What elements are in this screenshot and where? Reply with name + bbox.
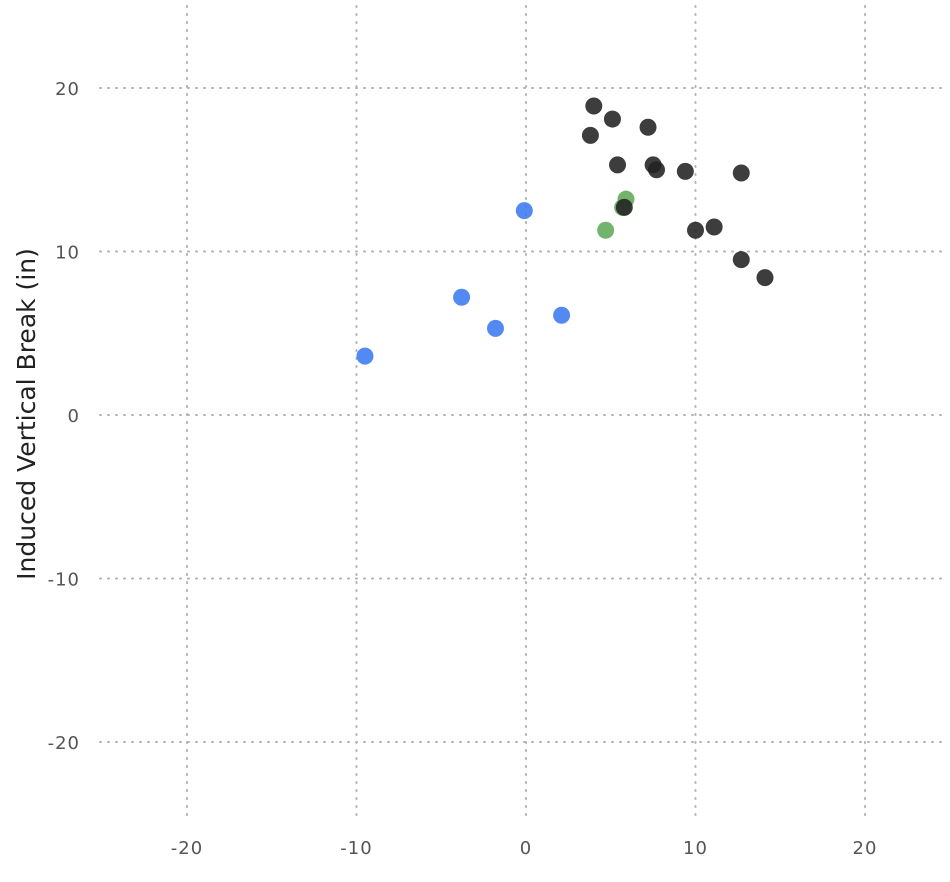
y-tick-label: 0 [68, 406, 80, 427]
grid-lines [99, 5, 943, 823]
data-point [453, 288, 471, 306]
data-point [553, 306, 571, 324]
data-point [732, 164, 750, 182]
data-point [356, 347, 374, 365]
data-point [732, 251, 750, 269]
x-tick-label: -20 [171, 838, 203, 859]
tick-labels: -20 -10 0 10 20 20 10 0 -10 -20 [48, 79, 878, 859]
data-point [486, 319, 504, 337]
data-point [648, 161, 666, 179]
x-tick-label: 10 [683, 838, 708, 859]
data-point [639, 118, 657, 136]
data-point [609, 156, 627, 174]
data-point [756, 269, 774, 287]
data-point [597, 221, 615, 239]
data-point [676, 162, 694, 180]
x-tick-label: 20 [853, 838, 878, 859]
y-tick-label: -10 [48, 570, 80, 591]
data-point [581, 126, 599, 144]
y-tick-label: 20 [55, 79, 80, 100]
data-point [687, 221, 704, 239]
x-tick-label: -10 [340, 838, 372, 859]
data-point [615, 198, 633, 216]
y-axis-title: Induced Vertical Break (in) [12, 248, 41, 580]
x-tick-label: 0 [520, 838, 532, 859]
data-point [705, 218, 723, 236]
data-points [356, 97, 774, 365]
y-tick-label: -20 [48, 733, 80, 754]
data-point [603, 110, 621, 128]
data-point [515, 202, 533, 220]
data-point [585, 97, 603, 115]
y-tick-label: 10 [55, 243, 80, 264]
